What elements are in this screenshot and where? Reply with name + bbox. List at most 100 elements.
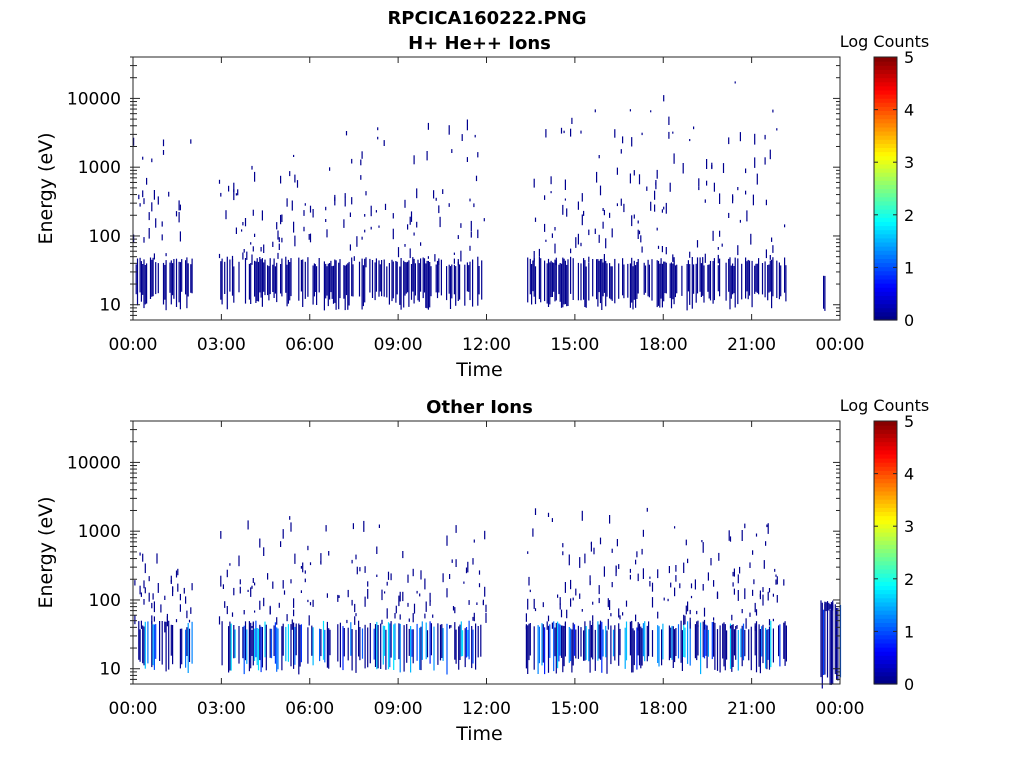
data-pixel [148,576,150,582]
data-pixel [599,623,602,660]
data-pixel [263,262,265,292]
data-pixel [419,627,421,670]
data-pixel [360,159,362,166]
data-pixel [739,132,741,142]
data-pixel [220,575,222,587]
colorbar-cell [874,184,897,190]
data-pixel [164,264,166,300]
data-pixel [670,627,672,658]
data-pixel [784,621,786,666]
data-pixel [734,81,736,84]
data-pixel [754,625,756,656]
data-pixel [157,196,159,205]
data-pixel [369,623,371,664]
data-pixel [346,619,348,624]
data-pixel [641,246,643,253]
colorbar-cell [874,536,897,541]
data-pixel [446,535,448,546]
data-pixel [766,524,768,528]
data-marks [133,81,826,311]
data-pixel [426,151,428,161]
data-pixel [737,630,739,671]
y-tick-label: 1000 [78,158,121,178]
colorbar-cell [874,106,897,112]
data-pixel [410,626,412,673]
data-pixel [627,263,629,298]
data-pixel [564,260,566,305]
data-pixel [254,582,256,586]
data-pixel [267,573,269,580]
data-pixel [377,625,379,669]
x-tick-label: 00:00 [816,699,865,719]
data-pixel [559,263,561,302]
data-pixel [162,262,165,305]
data-pixel [352,264,354,297]
data-pixel [689,622,691,666]
data-pixel [713,258,715,301]
data-pixel [478,583,481,588]
data-pixel [439,624,442,661]
data-pixel [243,610,245,615]
data-pixel [570,256,572,294]
data-pixel [420,258,422,292]
colorbar-cell [874,651,897,656]
data-pixel [457,235,459,239]
data-pixel [563,626,565,667]
data-pixel [681,265,683,296]
data-pixel [555,260,557,266]
data-pixel [142,264,144,295]
data-pixel [374,624,377,667]
data-pixel [610,613,612,617]
data-pixel [384,625,386,656]
colorbar-cell [874,589,897,595]
data-pixel [532,260,534,292]
data-pixel [350,622,352,656]
data-pixel [381,589,383,601]
data-pixel [281,258,283,297]
data-pixel [442,189,444,194]
data-pixel [588,629,590,662]
data-pixel [139,629,141,662]
data-pixel [228,626,230,673]
data-pixel [289,516,291,520]
data-pixel [364,566,366,573]
data-pixel [383,140,385,146]
data-pixel [712,261,714,304]
data-pixel [463,581,465,584]
data-pixel [644,621,646,662]
data-pixel [364,229,366,233]
data-pixel [763,560,765,569]
data-pixel [446,623,448,675]
data-pixel [407,261,409,293]
data-pixel [581,193,583,202]
data-pixel [607,618,609,630]
data-pixel [546,263,548,304]
data-pixel [551,622,553,629]
data-pixel [345,264,348,296]
data-pixel [744,629,746,657]
data-pixel [769,149,771,160]
data-pixel [312,265,314,305]
data-pixel [460,621,462,657]
data-pixel [663,95,665,102]
data-pixel [754,265,756,294]
data-pixel [175,211,178,217]
data-pixel [742,623,745,661]
data-pixel [769,255,771,260]
data-pixel [155,624,157,659]
data-pixel [562,257,564,308]
data-pixel [748,260,751,296]
data-pixel [570,248,572,254]
data-pixel [251,629,253,656]
data-pixel [633,260,635,300]
data-pixel [247,520,249,530]
data-pixel [364,214,366,217]
data-pixel [459,264,461,300]
data-pixel [655,182,657,190]
data-pixel [260,626,262,673]
data-pixel [420,242,422,246]
colorbar-cell [874,560,897,566]
data-pixel [406,624,408,629]
colorbar-cell [874,642,897,648]
data-pixel [178,261,180,303]
